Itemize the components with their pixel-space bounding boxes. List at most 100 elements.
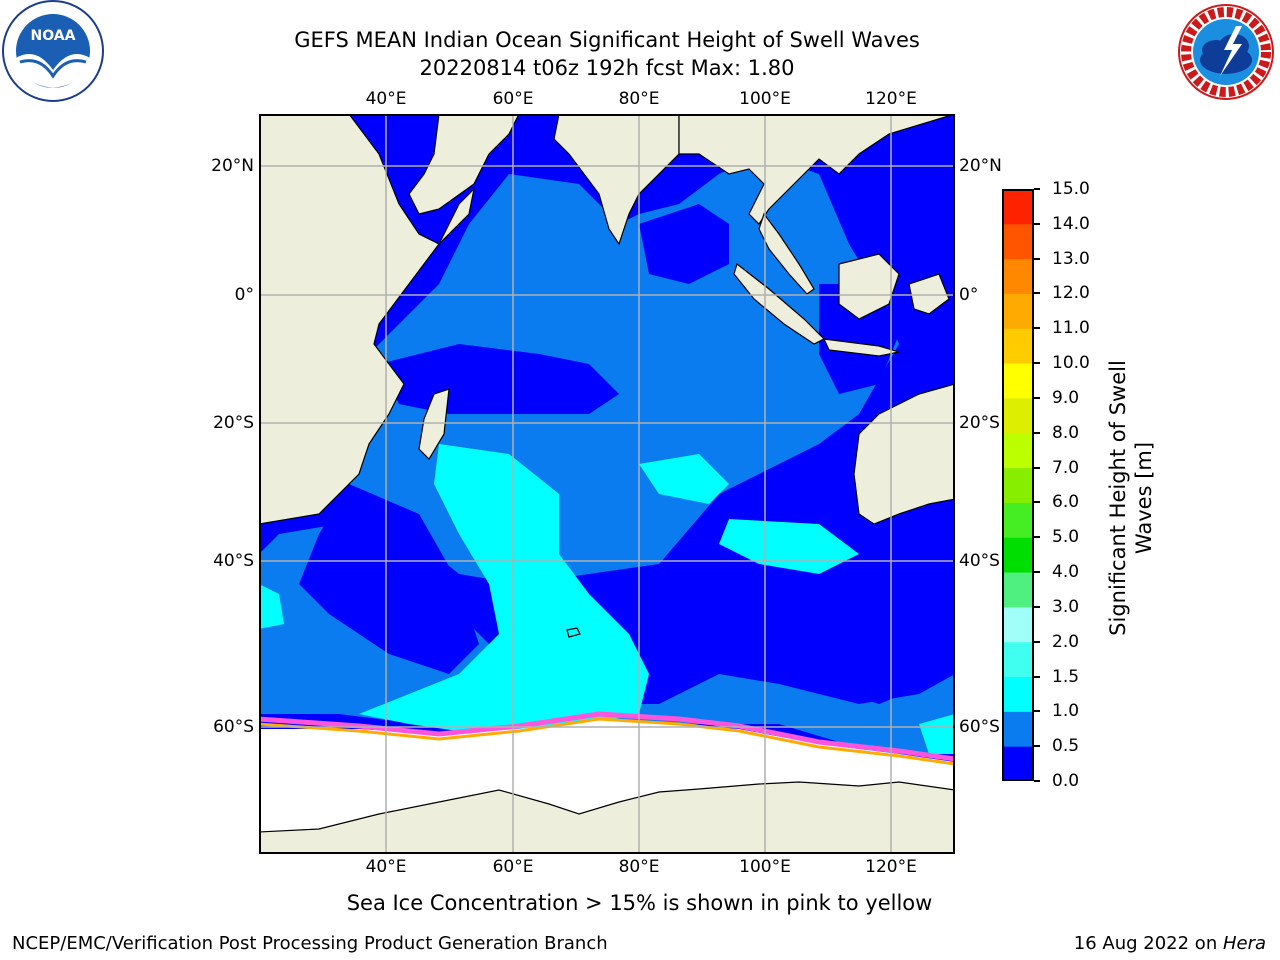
colorbar-tick-mark [1034,640,1040,643]
colorbar-segment [1002,676,1034,712]
lon-label-top-40e: 40°E [365,89,407,109]
colorbar-tick-mark [1034,188,1040,190]
colorbar-tick-mark [1034,396,1040,399]
colorbar-tick-label: 5.0 [1052,527,1080,548]
colorbar-segment [1002,432,1034,469]
colorbar-tick-mark [1034,571,1040,574]
colorbar-tick-label: 10.0 [1052,353,1090,374]
colorbar-tick-label: 1.0 [1052,701,1080,722]
lon-label-top-100e: 100°E [739,89,791,109]
lon-label-bottom-100e: 100°E [739,857,791,877]
map-frame [259,114,955,854]
land-africa [260,115,475,525]
land-java [823,338,900,357]
land-malay-peninsula [758,212,815,295]
sea-ice-caption-text: Sea Ice Concentration > 15% is shown in … [346,891,933,915]
lat-label-right-20n: 20°N [959,156,1002,176]
noaa-logo: NOAA [0,0,106,106]
lon-label-top-60e: 60°E [492,89,534,109]
land-antarctica [260,781,954,853]
lat-label-right-40s: 40°S [959,551,1000,571]
colorbar-segment [1002,223,1034,260]
colorbar-svg [1002,189,1034,782]
lat-label-right-20s: 20°S [959,413,1000,433]
footer-credit: NCEP/EMC/Verification Post Processing Pr… [12,933,608,954]
lon-label-bottom-120e: 120°E [865,857,917,877]
colorbar-tick-mark [1034,675,1040,678]
colorbar-tick-label: 12.0 [1052,283,1090,304]
land-kerguelen [566,627,581,638]
colorbar-tick-label: 1.5 [1052,666,1080,687]
colorbar-segment [1002,258,1034,294]
colorbar-segment [1002,572,1034,608]
lon-label-bottom-40e: 40°E [365,857,407,877]
colorbar-tick-label: 4.0 [1052,562,1080,583]
colorbar-frame [1002,189,1034,781]
colorbar-tick-mark [1034,292,1040,295]
colorbar-tick-label: 11.0 [1052,318,1090,339]
colorbar-tick-mark [1034,222,1040,225]
lat-label-left-20n: 20°N [211,156,254,176]
lon-label-top-120e: 120°E [865,89,917,109]
colorbar-segment [1002,397,1034,434]
chart-title: GEFS MEAN Indian Ocean Significant Heigh… [294,28,920,52]
colorbar-tick-mark [1034,362,1040,365]
colorbar-segment [1002,537,1034,573]
colorbar-segment [1002,328,1034,364]
colorbar-tick-label: 0.0 [1052,771,1080,791]
colorbar-tick-label: 9.0 [1052,387,1080,408]
colorbar-tick-mark [1034,605,1040,608]
colorbar-tick-mark [1034,536,1040,539]
colorbar-tick-label: 2.0 [1052,631,1080,652]
colorbar-tick-label: 8.0 [1052,422,1080,443]
colorbar-tick-label: 6.0 [1052,492,1080,513]
colorbar [1002,189,1034,782]
colorbar-segment [1002,641,1034,678]
colorbar-segment [1002,189,1034,225]
colorbar-tick-label: 7.0 [1052,457,1080,478]
swell-deep-patch-4 [639,204,729,284]
colorbar-tick-mark [1034,257,1040,260]
colorbar-tick-label: 15.0 [1052,179,1090,199]
lat-label-left-60s: 60°S [213,717,254,737]
swell-zone-light-4 [260,584,284,629]
lat-label-left-20s: 20°S [213,413,254,433]
footer-date: 16 Aug 2022 on Hera [1074,933,1266,954]
land-se-asia [678,115,954,225]
land-australia [853,383,954,525]
lat-label-left-40s: 40°S [213,551,254,571]
lat-label-right-0: 0° [959,285,979,305]
chart-subtitle: 20220814 t06z 192h fcst Max: 1.80 [419,56,795,80]
sea-ice-caption: Sea Ice Concentration > 15% is shown in … [0,891,1280,915]
footer-date-text: 16 Aug 2022 on [1073,933,1223,954]
swell-deep-patch-2 [649,554,954,704]
swell-zone-light [359,444,649,734]
colorbar-tick-label: 3.0 [1052,596,1080,617]
colorbar-tick-mark [1034,501,1040,504]
nws-logo [1176,2,1276,102]
swell-deep-patch-1 [299,484,479,674]
colorbar-tick-mark [1034,431,1040,434]
colorbar-tick-label: 0.5 [1052,736,1080,757]
land-sulawesi [908,273,950,315]
graticule [260,115,954,853]
land-borneo [838,253,900,320]
swell-zone-light-2 [639,454,729,504]
colorbar-tick-mark [1034,466,1040,469]
land-sumatra [733,262,826,345]
colorbar-tick-mark [1034,745,1040,748]
land-madagascar [418,388,450,460]
lon-label-bottom-80e: 80°E [618,857,660,877]
lat-label-right-60s: 60°S [959,717,1000,737]
colorbar-tick-mark [1034,780,1040,782]
footer-host: Hera [1222,933,1266,954]
colorbar-segment [1002,606,1034,643]
colorbar-title: Significant Height of Swell Waves [m] [1106,360,1156,636]
lat-label-left-0: 0° [234,285,254,305]
colorbar-tick-mark [1034,327,1040,330]
lon-label-bottom-60e: 60°E [492,857,534,877]
colorbar-segment [1002,293,1034,329]
colorbar-segment [1002,502,1034,538]
colorbar-title-wrap: Significant Height of Swell Waves [m] [1101,335,1161,636]
colorbar-tick-mark [1034,710,1040,713]
